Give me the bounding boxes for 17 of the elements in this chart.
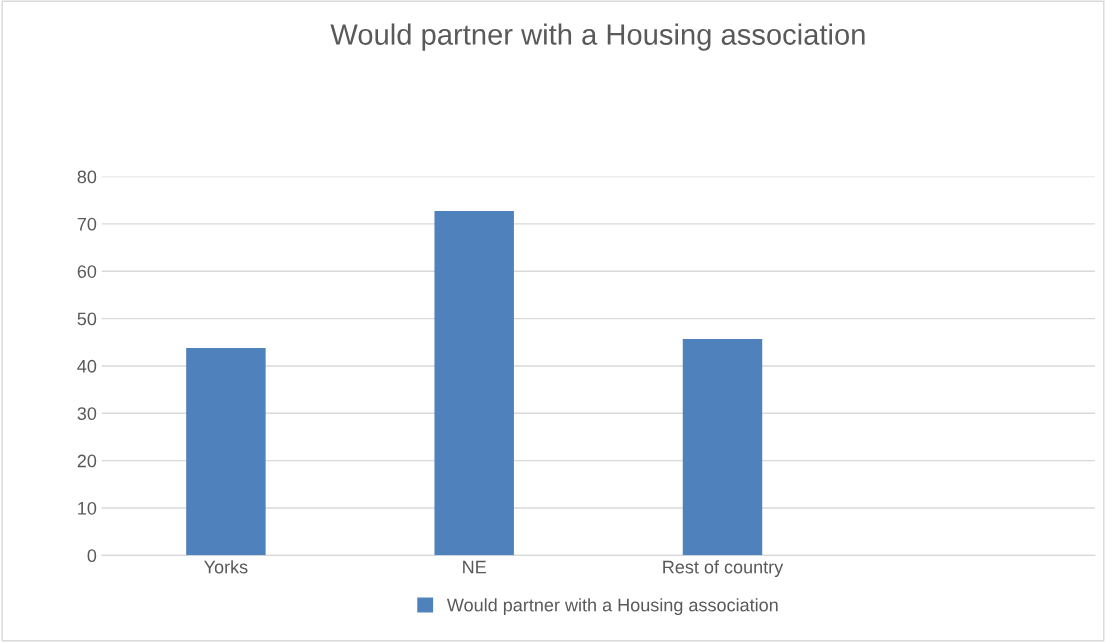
y-tick-label: 60 [77, 265, 97, 278]
y-tick-label: 20 [77, 454, 97, 468]
bar [682, 338, 763, 556]
bar [186, 347, 266, 556]
y-tick-label: 30 [77, 407, 97, 421]
bar [434, 211, 514, 556]
y-tick-label: 10 [78, 501, 97, 515]
x-tick-label: Yorks [204, 560, 248, 574]
y-tick-label: 40 [77, 359, 97, 373]
chart-title: Would partner with a Housing association [330, 23, 865, 51]
y-tick-label: 0 [87, 549, 97, 563]
y-tick-label: 70 [77, 217, 97, 231]
x-tick-label: Rest of country [663, 560, 784, 578]
x-tick-label: NE [463, 560, 486, 574]
y-tick-label: 80 [77, 170, 97, 184]
y-tick-label: 50 [77, 312, 97, 326]
legend-label: Would partner with a Housing association [446, 598, 778, 616]
